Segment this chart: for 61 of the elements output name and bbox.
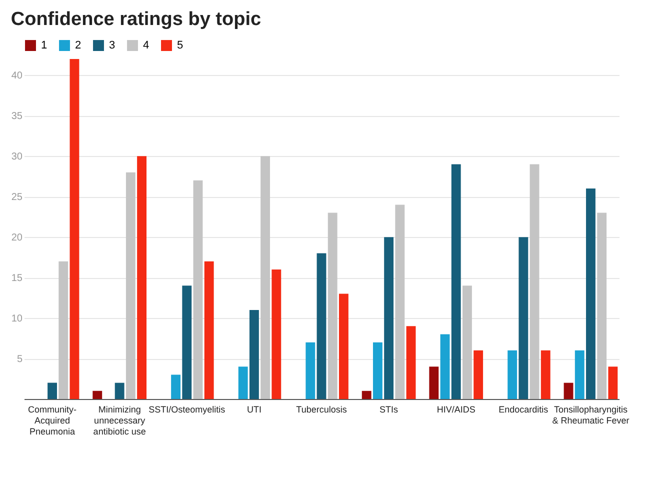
y-tick-label: 25 xyxy=(11,192,23,204)
bar xyxy=(249,310,259,399)
bar xyxy=(508,350,518,399)
x-tick-label: UTI xyxy=(246,404,262,414)
bar xyxy=(440,334,450,399)
x-tick-label: Endocarditis xyxy=(498,404,549,414)
bar xyxy=(137,156,146,399)
bar xyxy=(92,390,102,399)
bar xyxy=(597,212,607,399)
bar xyxy=(530,164,540,399)
legend-label: 1 xyxy=(41,40,48,52)
bar xyxy=(48,382,57,399)
x-tick-label: SSTI/Osteomyelitis xyxy=(148,404,226,414)
bar xyxy=(114,382,124,399)
bar xyxy=(306,342,316,399)
x-tick-label: Minimizing unnecessary antibiotic use xyxy=(93,404,146,436)
x-tick-label: HIV/AIDS xyxy=(436,404,476,414)
legend-label: 2 xyxy=(75,40,82,52)
bar xyxy=(384,237,394,399)
y-tick-label: 35 xyxy=(11,111,23,122)
legend-label: 4 xyxy=(143,40,150,52)
y-tick-label: 10 xyxy=(11,314,23,325)
bar xyxy=(238,366,248,399)
bar xyxy=(474,350,484,399)
bar xyxy=(260,156,270,399)
bar xyxy=(429,366,439,399)
bar xyxy=(395,204,405,399)
x-tick-label: Community-Acquired Pneumonia xyxy=(28,404,77,436)
bar xyxy=(126,172,136,399)
bar xyxy=(406,326,416,399)
bar xyxy=(564,382,574,399)
bar xyxy=(372,342,382,399)
bar xyxy=(362,390,372,399)
x-tick-label: STIs xyxy=(380,404,399,414)
chart-title: Confidence ratings by topic xyxy=(10,9,262,30)
bar xyxy=(328,212,338,399)
bar xyxy=(574,350,584,399)
y-tick-label: 20 xyxy=(11,232,23,244)
y-tick-label: 30 xyxy=(11,152,23,163)
bar xyxy=(272,269,282,399)
bar xyxy=(586,188,596,399)
bar xyxy=(518,237,528,399)
legend-label: 3 xyxy=(109,40,116,52)
bar xyxy=(451,164,461,399)
bar xyxy=(608,366,618,399)
bar xyxy=(540,350,550,399)
bar xyxy=(171,374,180,399)
bar xyxy=(338,294,348,399)
legend-label: 5 xyxy=(177,40,184,52)
y-tick-label: 5 xyxy=(16,354,23,366)
bar xyxy=(182,286,192,399)
y-tick-label: 15 xyxy=(11,273,23,284)
y-tick-label: 40 xyxy=(11,70,23,82)
x-tick-label: Tonsillopharyngitis & Rheumatic Fever xyxy=(552,404,630,426)
x-tick-label: Tuberculosis xyxy=(296,404,348,414)
bar xyxy=(58,261,68,399)
bar xyxy=(316,253,326,399)
bar xyxy=(193,180,203,399)
bar xyxy=(204,261,214,399)
bar xyxy=(462,286,472,399)
bar xyxy=(70,59,80,399)
